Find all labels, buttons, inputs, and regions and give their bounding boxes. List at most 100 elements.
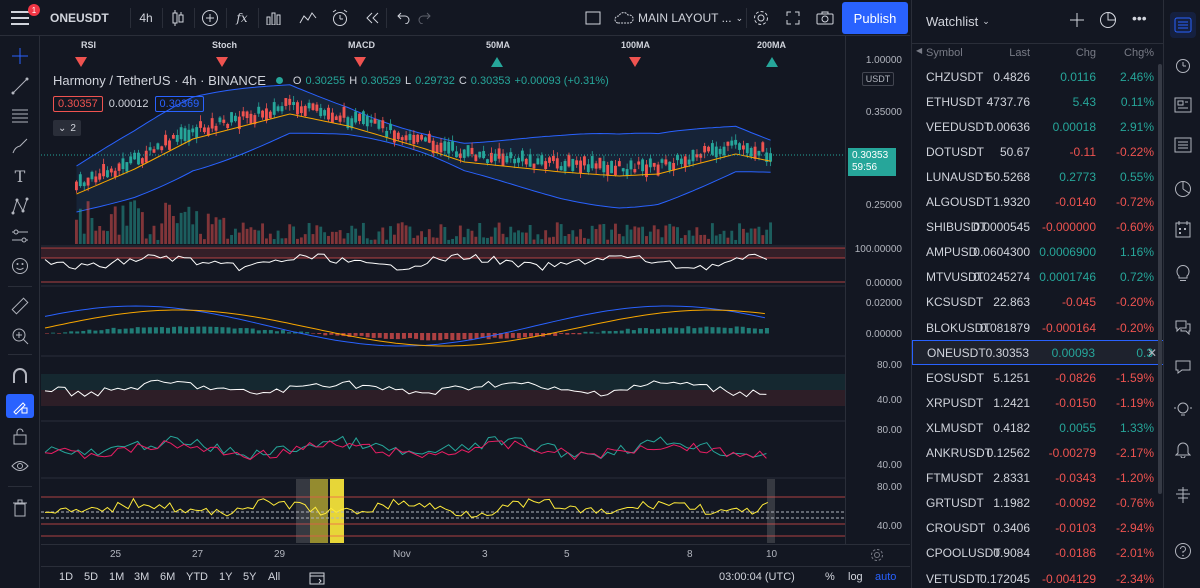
more-options-icon[interactable]: •••: [1132, 10, 1147, 26]
publish-button[interactable]: Publish: [842, 2, 908, 34]
range-1y-button[interactable]: 1Y: [219, 571, 233, 583]
log-scale-toggle[interactable]: log: [848, 571, 863, 583]
pattern-icon[interactable]: [6, 194, 34, 218]
symbol-search-button[interactable]: ONEUSDT: [50, 11, 109, 25]
collapse-arrow-icon[interactable]: ◀: [916, 46, 923, 55]
close-icon[interactable]: ✕: [1146, 345, 1157, 360]
percent-scale-toggle[interactable]: %: [825, 571, 835, 583]
watchlist-icon[interactable]: [1170, 12, 1196, 38]
settings-gear-icon[interactable]: [750, 0, 772, 36]
eye-icon[interactable]: [6, 454, 34, 478]
watchlist-title-button[interactable]: Watchlist ⌄: [926, 14, 990, 29]
calendar-icon[interactable]: [1170, 216, 1196, 242]
sell-price-button[interactable]: 0.30357: [53, 96, 103, 112]
watchlist-row[interactable]: BLOKUSDT 0.081879 -0.000164 -0.20%: [912, 315, 1164, 340]
watchlist-row[interactable]: ALGOUSDT 1.9320 -0.0140 -0.72%: [912, 190, 1164, 215]
range-5d-button[interactable]: 5D: [84, 571, 99, 583]
fullscreen-icon[interactable]: [782, 0, 804, 36]
add-symbol-icon[interactable]: [1069, 12, 1085, 31]
watchlist-row[interactable]: VEEDUSDT 0.00636 0.00018 2.91%: [912, 114, 1164, 139]
chats-icon[interactable]: [1170, 314, 1196, 340]
date-range-icon[interactable]: [309, 571, 325, 588]
watchlist-row[interactable]: DOTUSDT 50.67 -0.11 -0.22%: [912, 139, 1164, 164]
layout-button[interactable]: MAIN LAYOUT ... ⌄: [614, 0, 744, 36]
time-axis[interactable]: 25 27 29 Nov 3 5 8 10: [41, 544, 910, 566]
watchlist-row[interactable]: FTMUSDT 2.8331 -0.0343 -1.20%: [912, 466, 1164, 491]
streams-icon[interactable]: [1170, 354, 1196, 380]
magnet-icon[interactable]: [6, 364, 34, 388]
column-chg[interactable]: Chg: [1075, 47, 1096, 59]
crosshair-icon[interactable]: [6, 44, 34, 68]
lock-icon[interactable]: [6, 424, 34, 448]
watchlist-row[interactable]: XRPUSDT 1.2421 -0.0150 -1.19%: [912, 390, 1164, 415]
help-question-icon[interactable]: [1170, 538, 1196, 564]
alert-clock-icon[interactable]: [328, 0, 352, 36]
templates-icon[interactable]: [296, 0, 320, 36]
watchlist-row[interactable]: LUNAUSDT 50.5268 0.2773 0.55%: [912, 164, 1164, 189]
news-icon[interactable]: [1170, 92, 1196, 118]
advanced-view-pie-icon[interactable]: [1099, 11, 1117, 32]
trend-line-icon[interactable]: [6, 74, 34, 98]
watchlist-row[interactable]: KCSUSDT 22.863 -0.045 -0.20%: [912, 290, 1164, 315]
watchlist-row[interactable]: ONEUSDT 0.30353 0.00093 0.3 ✕: [912, 340, 1164, 366]
text-tool-icon[interactable]: T: [14, 166, 26, 186]
column-chgp[interactable]: Chg%: [1124, 47, 1154, 59]
range-5y-button[interactable]: 5Y: [243, 571, 257, 583]
compare-add-icon[interactable]: [198, 0, 222, 36]
watchlist-row[interactable]: CROUSDT 0.3406 -0.0103 -2.94%: [912, 516, 1164, 541]
fullscreen-select-icon[interactable]: [582, 0, 604, 36]
interval-button[interactable]: 4h: [139, 11, 153, 25]
redo-icon[interactable]: [414, 0, 438, 36]
auto-scale-toggle[interactable]: auto: [875, 571, 897, 583]
dom-icon[interactable]: [1170, 482, 1196, 508]
data-window-icon[interactable]: [1170, 132, 1196, 158]
watchlist-row[interactable]: EOSUSDT 5.1251 -0.0826 -1.59%: [912, 365, 1164, 390]
hotlists-icon[interactable]: [1170, 176, 1196, 202]
range-1m-button[interactable]: 1M: [109, 571, 125, 583]
brush-icon[interactable]: [6, 134, 34, 158]
watchlist-row[interactable]: ETHUSDT 4737.76 5.43 0.11%: [912, 89, 1164, 114]
financials-icon[interactable]: [262, 0, 286, 36]
prediction-icon[interactable]: [6, 224, 34, 248]
column-last[interactable]: Last: [1009, 47, 1030, 59]
alerts-clock-icon[interactable]: [1170, 52, 1196, 78]
watchlist-row[interactable]: AMPUSD 0.0604300 0.0006900 1.16%: [912, 240, 1164, 265]
price-scale[interactable]: 1.00000 USDT 0.35000 0.30353 59:56 0.250…: [845, 36, 910, 544]
utc-clock[interactable]: 03:00:04 (UTC): [719, 571, 795, 583]
smiley-icon[interactable]: [6, 254, 34, 278]
menu-icon[interactable]: [6, 0, 34, 36]
range-6m-button[interactable]: 6M: [160, 571, 176, 583]
watchlist-row[interactable]: MTVUSDT 0.0245274 0.0001746 0.72%: [912, 265, 1164, 290]
indicators-fx-icon[interactable]: fx: [236, 11, 248, 25]
camera-icon[interactable]: [814, 0, 836, 36]
ruler-icon[interactable]: [6, 294, 34, 318]
help-lightbulb-icon[interactable]: [1170, 396, 1196, 422]
stay-in-drawing-mode-icon[interactable]: [6, 394, 34, 418]
range-1d-button[interactable]: 1D: [59, 571, 74, 583]
range-ytd-button[interactable]: YTD: [186, 571, 208, 583]
replay-icon[interactable]: [360, 0, 384, 36]
axis-settings-gear-icon[interactable]: [870, 548, 884, 565]
currency-label[interactable]: USDT: [862, 72, 894, 86]
watchlist-scrollbar[interactable]: [1158, 64, 1162, 494]
buy-price-button[interactable]: 0.30369: [154, 96, 205, 112]
candle-type-icon[interactable]: [166, 0, 190, 36]
legend-collapse-button[interactable]: ⌄ 2: [53, 120, 81, 136]
fib-retracement-icon[interactable]: [6, 104, 34, 128]
notifications-bell-icon[interactable]: [1170, 436, 1196, 462]
range-all-button[interactable]: All: [268, 571, 281, 583]
watchlist-row[interactable]: VETUSDT 0.172045 -0.004129 -2.34%: [912, 566, 1164, 588]
column-symbol[interactable]: Symbol: [926, 47, 963, 59]
watchlist-row[interactable]: ANKRUSDT 0.12562 -0.00279 -2.17%: [912, 441, 1164, 466]
zoom-in-icon[interactable]: [6, 324, 34, 348]
undo-icon[interactable]: [390, 0, 414, 36]
watchlist-row[interactable]: GRTUSDT 1.1982 -0.0092 -0.76%: [912, 491, 1164, 516]
watchlist-row[interactable]: XLMUSDT 0.4182 0.0055 1.33%: [912, 415, 1164, 440]
chart-area[interactable]: RSI Stoch MACD 50MA 100MA 200MA Harmony …: [41, 36, 845, 544]
watchlist-row[interactable]: SHIBUSDT 0.0000545 -0.000000 -0.60%: [912, 215, 1164, 240]
watchlist-row[interactable]: CHZUSDT 0.4826 0.0116 2.46%: [912, 64, 1164, 89]
ideas-lightbulb-icon[interactable]: [1170, 260, 1196, 286]
trash-icon[interactable]: [6, 496, 34, 520]
watchlist-row[interactable]: CPOOLUSDT 0.9084 -0.0186 -2.01%: [912, 541, 1164, 566]
range-3m-button[interactable]: 3M: [134, 571, 150, 583]
